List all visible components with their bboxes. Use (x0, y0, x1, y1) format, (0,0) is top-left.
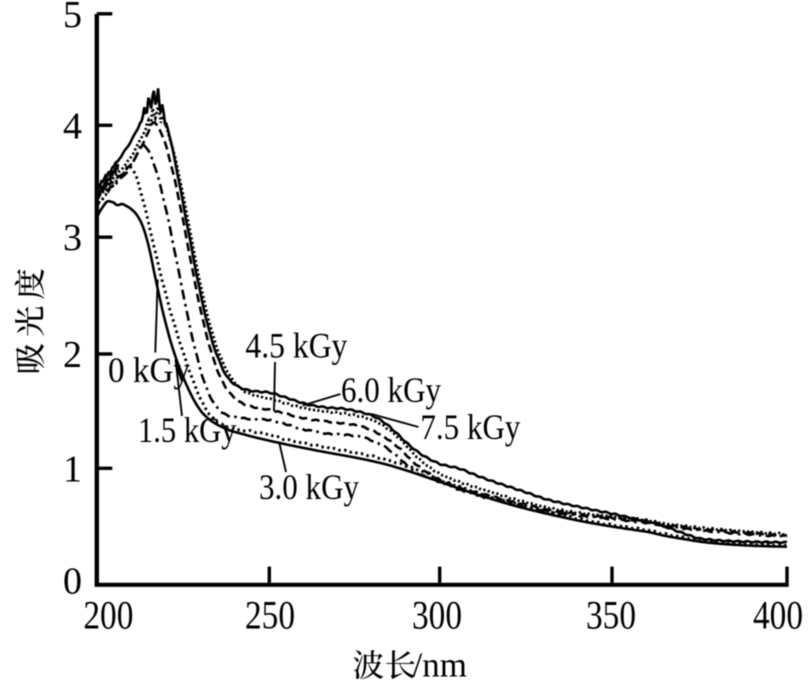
svg-text:400: 400 (753, 593, 803, 638)
svg-text:5: 5 (63, 0, 82, 36)
svg-text:300: 300 (412, 593, 462, 638)
svg-text:3.0 kGy: 3.0 kGy (259, 467, 359, 507)
svg-text:250: 250 (245, 593, 295, 638)
svg-text:4.5 kGy: 4.5 kGy (245, 326, 347, 366)
svg-text:350: 350 (586, 593, 636, 638)
svg-text:7.5 kGy: 7.5 kGy (420, 407, 520, 447)
svg-text:/nm: /nm (413, 646, 467, 685)
svg-text:2: 2 (63, 334, 82, 376)
svg-text:200: 200 (83, 593, 133, 638)
svg-text:1: 1 (63, 448, 82, 490)
svg-text:4: 4 (63, 105, 82, 147)
svg-text:6.0 kGy: 6.0 kGy (341, 370, 441, 410)
svg-text:1.5 kGy: 1.5 kGy (138, 410, 237, 450)
svg-text:0 kGy: 0 kGy (108, 350, 190, 390)
svg-text:0: 0 (63, 561, 82, 603)
svg-text:3: 3 (63, 217, 82, 259)
